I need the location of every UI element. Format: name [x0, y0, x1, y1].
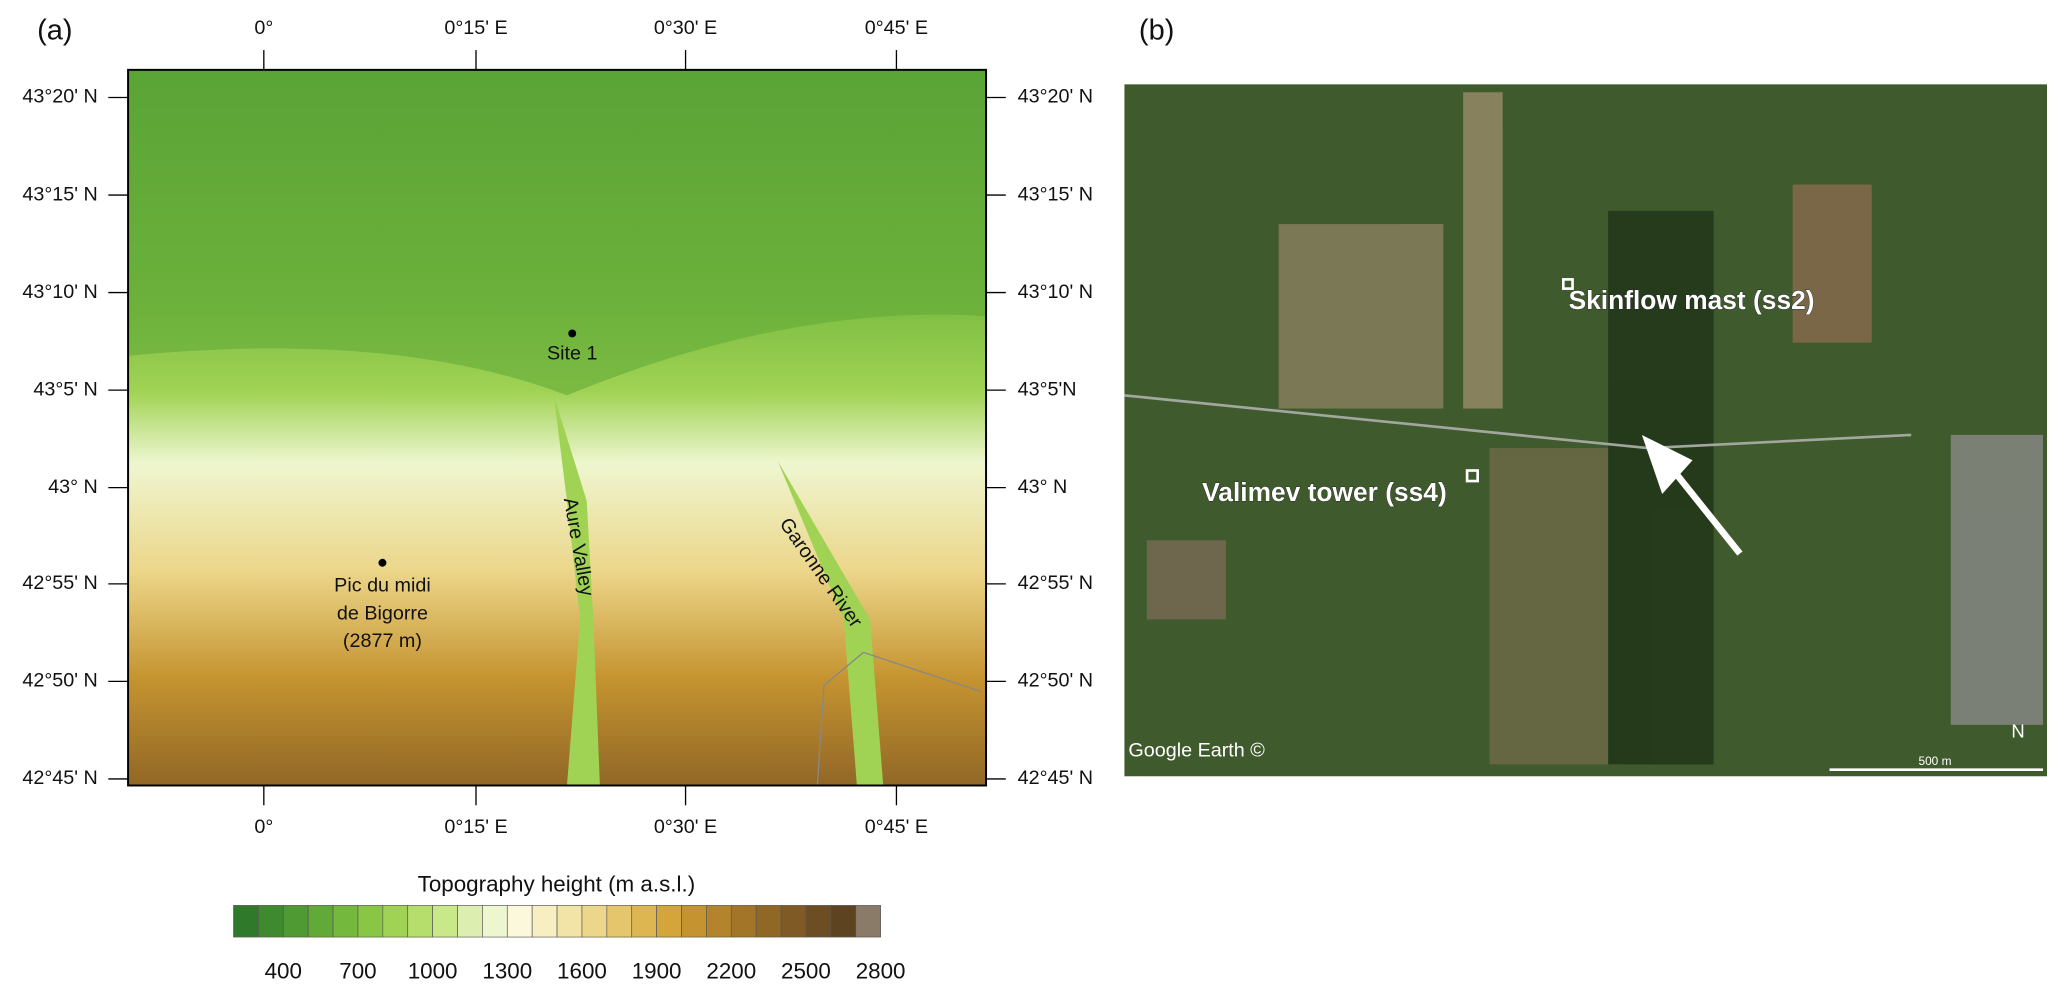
y-tick-label: 42°45' N [22, 767, 97, 789]
peak-marker [378, 558, 387, 567]
colorbar-cell [482, 905, 508, 938]
colorbar-cell [631, 905, 657, 938]
y-tick-label: 43°10' N [22, 281, 97, 303]
colorbar-cell [730, 905, 757, 938]
colorbar-cell [307, 905, 334, 938]
colorbar-label: 2800 [856, 959, 906, 984]
colorbar-label: 2200 [706, 959, 756, 984]
colorbar-title: Topography height (m a.s.l.) [418, 872, 696, 897]
annotation: Site 1 [547, 343, 598, 365]
x-tick-label: 0°15' E [444, 17, 507, 39]
annotation: Pic du midi [334, 575, 431, 597]
fields [1124, 92, 2044, 765]
colorbar-label: 700 [339, 959, 376, 984]
colorbar-cell [805, 905, 832, 938]
site-marker [568, 329, 577, 338]
annotation: de Bigorre [337, 602, 428, 624]
panel-label: (b) [1139, 14, 1174, 46]
y-tick-label: 43°20' N [1018, 86, 1093, 108]
lowland [128, 69, 987, 396]
colorbar-label: 1600 [557, 959, 607, 984]
y-tick-label: 43°15' N [22, 183, 97, 205]
colorbar-cell [656, 905, 682, 938]
colorbar-cell [581, 905, 608, 938]
colorbar-cell [233, 905, 259, 938]
x-tick-label: 0°15' E [444, 816, 507, 838]
y-tick-label: 43°5' N [33, 378, 97, 400]
colorbar-cell [706, 905, 732, 938]
x-tick-label: 0°45' E [865, 17, 928, 39]
north-label: N [2011, 721, 2024, 742]
y-tick-label: 43°10' N [1018, 281, 1093, 303]
colorbar-label: 1300 [482, 959, 532, 984]
colorbar-cell [457, 905, 483, 938]
credit: Google Earth © [1128, 739, 1265, 761]
colorbar-cell [357, 905, 384, 938]
colorbar-cell [755, 905, 782, 938]
colorbar-cell [531, 905, 558, 938]
river [777, 461, 884, 786]
scale-label: 500 m [1918, 754, 1951, 768]
x-tick-label: 0°45' E [865, 816, 928, 838]
x-tick-label: 0° [254, 17, 273, 39]
y-tick-label: 43°5'N [1018, 378, 1077, 400]
site-label: Skinflow mast (ss2) [1569, 285, 1815, 315]
map-frame [127, 68, 988, 787]
colorbar-cell [432, 905, 458, 938]
colorbar-label: 1000 [408, 959, 458, 984]
colorbar-cell [780, 905, 807, 938]
y-tick-label: 43°15' N [1018, 183, 1093, 205]
y-tick-label: 42°50' N [1018, 670, 1093, 692]
y-tick-label: 43° N [48, 476, 98, 498]
y-tick-label: 42°50' N [22, 670, 97, 692]
tower-marker [1465, 469, 1479, 483]
annotation: (2877 m) [343, 630, 422, 652]
colorbar-cell [382, 905, 409, 938]
colorbar-cell [407, 905, 433, 938]
colorbar-label: 2500 [781, 959, 831, 984]
colorbar-cell [556, 905, 583, 938]
colorbar-cell [282, 905, 309, 938]
colorbar-cell [606, 905, 633, 938]
colorbar-label: 400 [265, 959, 302, 984]
y-tick-label: 42°55' N [1018, 572, 1093, 594]
y-tick-label: 43°20' N [22, 86, 97, 108]
colorbar-cell [681, 905, 707, 938]
border [816, 651, 983, 786]
y-tick-label: 42°55' N [22, 572, 97, 594]
x-tick-label: 0°30' E [654, 17, 717, 39]
x-tick-label: 0° [254, 816, 273, 838]
colorbar-cell [506, 905, 533, 938]
colorbar-cell [332, 905, 359, 938]
y-tick-label: 42°45' N [1018, 767, 1093, 789]
site-label: Valimev tower (ss4) [1202, 477, 1447, 507]
colorbar-cell [830, 905, 857, 938]
x-tick-label: 0°30' E [654, 816, 717, 838]
colorbar-cell [855, 905, 881, 938]
mast-marker [1561, 278, 1574, 290]
valley [553, 395, 600, 786]
arrow [1641, 434, 1743, 556]
colorbar-cell [258, 905, 284, 938]
colorbar-label: 1900 [632, 959, 682, 984]
panel-label: (a) [37, 14, 72, 46]
y-tick-label: 43° N [1018, 476, 1068, 498]
